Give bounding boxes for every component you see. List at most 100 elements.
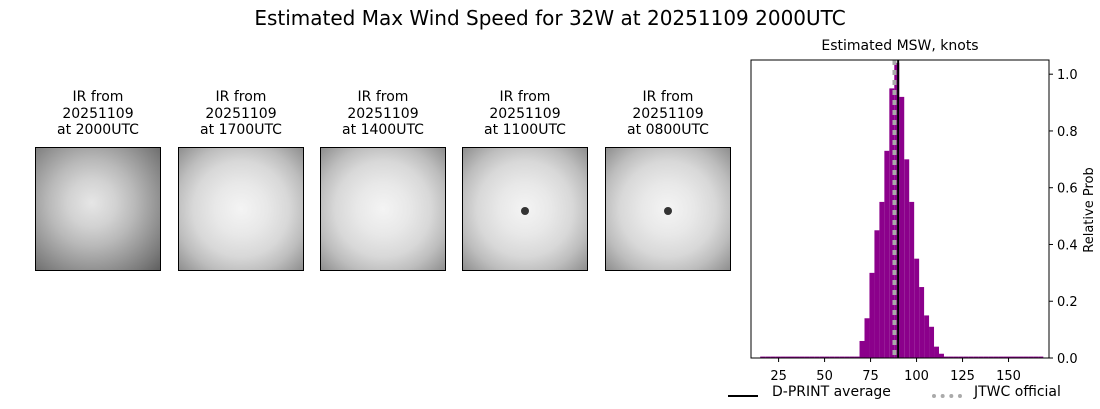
- ir-panel-caption-line: 20251109: [205, 105, 277, 122]
- histogram-bar: [814, 356, 820, 358]
- histogram-bar: [919, 287, 925, 358]
- histogram-bar: [884, 150, 890, 358]
- histogram-bar: [1008, 356, 1014, 358]
- ir-panel-caption: IR from 20251109 at 1100UTC: [462, 89, 588, 139]
- x-tick-label: 75: [862, 369, 879, 384]
- y-tick-label: 0.6: [1057, 182, 1078, 197]
- histogram-bar: [894, 62, 900, 358]
- legend-item-jtwc: JTWC official: [932, 384, 1061, 400]
- y-tick-label: 0.4: [1057, 238, 1078, 253]
- y-tick-label: 1.0: [1057, 68, 1078, 83]
- ir-satellite-image: [320, 147, 446, 271]
- histogram-bar: [854, 356, 860, 358]
- ir-satellite-image: [178, 147, 304, 271]
- histogram-bar: [973, 356, 979, 358]
- histogram-bars: [760, 62, 1044, 359]
- ir-panel-caption-line: IR from: [357, 89, 409, 105]
- histogram-bar: [869, 272, 875, 358]
- y-tick-label: 0.2: [1057, 295, 1078, 310]
- histogram-bar: [864, 318, 870, 358]
- histogram-bar: [859, 340, 865, 358]
- ir-panel-caption-line: IR from: [72, 89, 124, 105]
- ir-satellite-image: [462, 147, 588, 271]
- storm-eye: [521, 207, 529, 215]
- legend-label-dprint: D-PRINT average: [772, 384, 891, 400]
- histogram-bar: [879, 201, 885, 358]
- ir-panel-caption-line: IR from: [215, 89, 267, 105]
- histogram-bar: [909, 201, 915, 358]
- histogram-bar: [1033, 356, 1039, 358]
- ir-satellite-image: [35, 147, 161, 271]
- x-tick-label: 100: [904, 369, 929, 384]
- ir-panel-caption-line: at 1700UTC: [200, 122, 282, 138]
- ir-panel: IR from 20251109 at 0800UTC: [605, 89, 731, 271]
- histogram-bar: [829, 356, 835, 358]
- histogram-bar: [889, 88, 895, 358]
- ir-panel-caption-line: at 1100UTC: [484, 122, 566, 138]
- histogram-bar: [968, 356, 974, 358]
- ir-panel: IR from 20251109 at 1700UTC: [178, 89, 304, 271]
- histogram-bar: [799, 356, 805, 358]
- ir-panel-caption-line: IR from: [642, 89, 694, 105]
- ir-panel-caption: IR from 20251109 at 1400UTC: [320, 89, 446, 139]
- histogram-bar: [834, 356, 840, 358]
- x-tick-label: 125: [950, 369, 975, 384]
- histogram-bar: [804, 356, 810, 358]
- cloud-field: [321, 148, 445, 270]
- histogram-bar: [993, 356, 999, 358]
- histogram-bar: [809, 356, 815, 358]
- histogram-bar: [780, 356, 786, 358]
- y-tick-label: 0.8: [1057, 125, 1078, 140]
- histogram-bar: [794, 356, 800, 358]
- histogram-bar: [1013, 356, 1019, 358]
- x-tick-label: 150: [996, 369, 1021, 384]
- histogram-bar: [938, 353, 944, 358]
- histogram-bar: [760, 356, 766, 358]
- histogram-bar: [765, 356, 771, 358]
- histogram-bar: [770, 356, 776, 358]
- ir-panel-caption-line: at 0800UTC: [627, 122, 709, 138]
- ir-panel-caption-line: 20251109: [489, 105, 561, 122]
- histogram-bar: [899, 96, 905, 359]
- histogram-bar: [929, 326, 935, 358]
- histogram-bar: [953, 356, 959, 358]
- histogram-bar: [934, 346, 939, 358]
- y-axis-label: Relative Prob: [1082, 167, 1097, 252]
- histogram-bar: [963, 356, 969, 358]
- storm-eye: [664, 207, 672, 215]
- y-axis-ticks: 0.0 0.2 0.4 0.6 0.8 1.0: [1049, 68, 1078, 367]
- histogram-bar: [943, 356, 949, 358]
- histogram-bar: [958, 356, 964, 358]
- histogram-title: Estimated MSW, knots: [821, 38, 978, 54]
- x-tick-label: 50: [816, 369, 833, 384]
- legend-item-dprint: D-PRINT average: [728, 384, 891, 400]
- ir-panel-caption-line: 20251109: [62, 105, 134, 122]
- ir-panel-caption: IR from 20251109 at 2000UTC: [35, 89, 161, 139]
- figure-title: Estimated Max Wind Speed for 32W at 2025…: [254, 6, 846, 30]
- histogram-bar: [785, 356, 790, 358]
- ir-panel-caption-line: 20251109: [632, 105, 704, 122]
- histogram-bar: [914, 258, 920, 358]
- cloud-field: [179, 148, 303, 270]
- axes-frame: [750, 59, 1050, 359]
- ir-panel-caption-line: at 1400UTC: [342, 122, 424, 138]
- ir-panel-caption-line: 20251109: [347, 105, 419, 122]
- ir-panel: IR from 20251109 at 1100UTC: [462, 89, 588, 271]
- histogram-bar: [924, 315, 930, 358]
- histogram-bar: [789, 356, 795, 358]
- histogram-bar: [1018, 356, 1024, 358]
- histogram-bar: [849, 356, 855, 358]
- ir-panel-caption-line: IR from: [499, 89, 551, 105]
- ir-satellite-image: [605, 147, 731, 271]
- histogram-bar: [948, 356, 954, 358]
- ir-panel-caption: IR from 20251109 at 1700UTC: [178, 89, 304, 139]
- cloud-field: [36, 148, 160, 270]
- histogram-bar: [1003, 356, 1009, 358]
- histogram-bar: [1023, 356, 1029, 358]
- legend-swatch-solid: [728, 395, 758, 397]
- histogram-bar: [1028, 356, 1034, 358]
- histogram-bar: [1038, 356, 1044, 358]
- histogram-bar: [988, 356, 994, 358]
- histogram-bar: [839, 356, 845, 358]
